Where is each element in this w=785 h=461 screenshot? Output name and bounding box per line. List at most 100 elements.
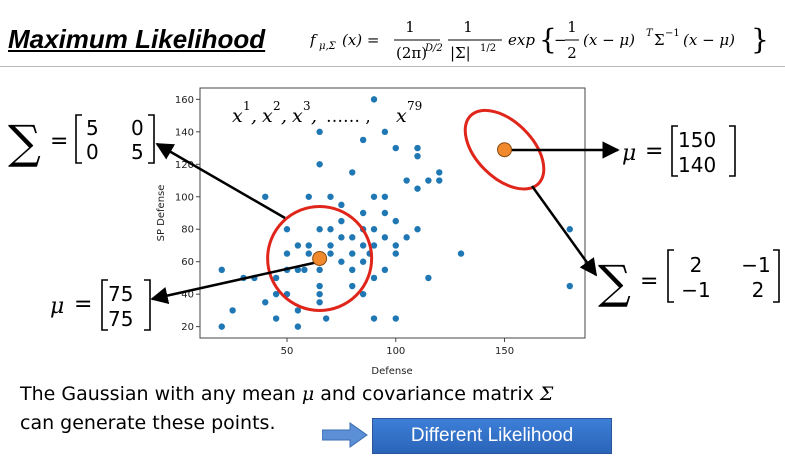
data-point <box>327 226 334 233</box>
data-point <box>316 299 323 306</box>
arrow-to-left-sigma <box>155 142 286 220</box>
right-arrow-icon <box>322 422 368 448</box>
left-mu-bracket-left <box>101 279 108 331</box>
data-point <box>359 242 367 249</box>
data-point <box>370 193 378 200</box>
left-sigma-matrix: ∑ = 5 0 0 5 <box>8 114 155 169</box>
data-point <box>457 250 465 257</box>
data-point <box>349 234 356 241</box>
data-point <box>316 282 323 290</box>
data-point <box>262 193 269 200</box>
data-point <box>305 242 312 249</box>
right-sigma-bracket-left <box>667 249 674 303</box>
data-point <box>305 250 312 257</box>
mean-point-right <box>497 142 513 158</box>
caption-line1-mid: and covariance matrix <box>314 383 540 405</box>
data-point <box>403 177 410 184</box>
data-point <box>218 266 225 274</box>
formula-frac2-den-exp: 1/2 <box>480 43 496 54</box>
sample-x79: x <box>396 105 407 127</box>
data-points <box>218 96 573 330</box>
sample-x79-exp: 79 <box>407 99 422 113</box>
gaussian-formula: f μ,Σ (x) = 1 (2π) D/2 1 |Σ| 1/2 exp { −… <box>310 18 769 62</box>
mean-point-left <box>312 250 328 266</box>
right-sigma-m01: −1 <box>741 253 770 277</box>
data-point <box>359 290 367 298</box>
formula-lhs-sub: μ,Σ <box>319 41 337 52</box>
data-point <box>359 136 367 144</box>
data-point <box>349 250 356 257</box>
y-tick-label: 20 <box>181 322 194 333</box>
data-point <box>370 274 378 282</box>
right-mu-vector: μ = 150 140 <box>622 125 736 177</box>
y-tick-label: 100 <box>175 192 194 203</box>
data-point <box>272 274 280 282</box>
right-sigma-matrix: ∑ = 2 −1 −1 2 <box>598 249 780 309</box>
data-point <box>316 161 323 168</box>
data-point <box>327 242 334 249</box>
left-sigma-m10: 0 <box>86 140 99 164</box>
caption-line-1: The Gaussian with any mean μ and covaria… <box>20 380 553 409</box>
sample-sep3: , <box>311 105 317 127</box>
right-mu-bracket-right <box>729 125 736 177</box>
x-tick-label: 150 <box>495 346 514 357</box>
data-point <box>392 315 399 322</box>
right-mu-bracket-left <box>671 125 678 177</box>
left-sigma-m01: 0 <box>131 116 144 140</box>
data-point <box>425 177 432 184</box>
data-point <box>294 307 302 314</box>
different-likelihood-button[interactable]: Different Likelihood <box>372 418 612 454</box>
formula-frac2-num: 1 <box>463 18 473 36</box>
formula-term-b-exp: −1 <box>665 28 680 39</box>
left-mu-equals: = <box>74 292 92 317</box>
data-point <box>305 193 312 200</box>
sample-x3-exp: 3 <box>303 99 311 113</box>
formula-frac2-den: |Σ| <box>450 44 471 62</box>
samples-label: x 1 , x 2 , x 3 , …… , x 79 <box>232 99 422 127</box>
y-tick-label: 80 <box>181 225 194 236</box>
data-point <box>425 274 432 282</box>
plot-frame <box>199 87 586 339</box>
formula-brace-open: { <box>539 23 557 56</box>
sample-x2: x <box>262 105 273 127</box>
caption-sigma: Σ <box>539 383 554 405</box>
data-point <box>370 96 378 103</box>
sample-x1-exp: 1 <box>243 99 251 113</box>
data-point <box>316 128 323 136</box>
data-point <box>272 315 280 322</box>
data-point <box>436 177 443 184</box>
caption-line1-text: The Gaussian with any mean <box>20 383 302 405</box>
left-sigma-bracket-left <box>75 114 82 164</box>
formula-frac1-den-exp: D/2 <box>424 43 443 54</box>
data-point <box>294 266 302 274</box>
x-axis-label: Defense <box>371 366 412 377</box>
sample-x3: x <box>292 105 303 127</box>
data-point <box>392 242 399 249</box>
data-point <box>272 290 280 298</box>
data-point <box>403 234 410 241</box>
y-axis-label: SP Defense <box>156 185 167 242</box>
data-point <box>349 169 356 176</box>
data-point <box>327 250 334 257</box>
data-point <box>414 152 421 160</box>
data-point <box>338 234 345 241</box>
data-point <box>370 226 378 233</box>
right-sigma-equals: = <box>640 269 658 294</box>
gaussian-ellipse-left <box>266 204 374 312</box>
caption: The Gaussian with any mean μ and covaria… <box>20 380 553 438</box>
data-point <box>381 234 389 241</box>
data-point <box>349 266 356 274</box>
data-point <box>566 282 573 290</box>
data-point <box>414 185 421 192</box>
title-divider <box>0 66 785 67</box>
data-point <box>283 226 291 233</box>
data-point <box>381 128 389 136</box>
formula-term-a-exp: T <box>646 28 654 39</box>
data-point <box>370 242 378 249</box>
y-tick-label: 120 <box>175 160 194 171</box>
left-mu-bracket-right <box>144 279 151 331</box>
formula-frac1-den: (2π) <box>396 44 427 62</box>
data-point <box>392 144 399 152</box>
right-sigma-bracket-right <box>773 249 780 303</box>
